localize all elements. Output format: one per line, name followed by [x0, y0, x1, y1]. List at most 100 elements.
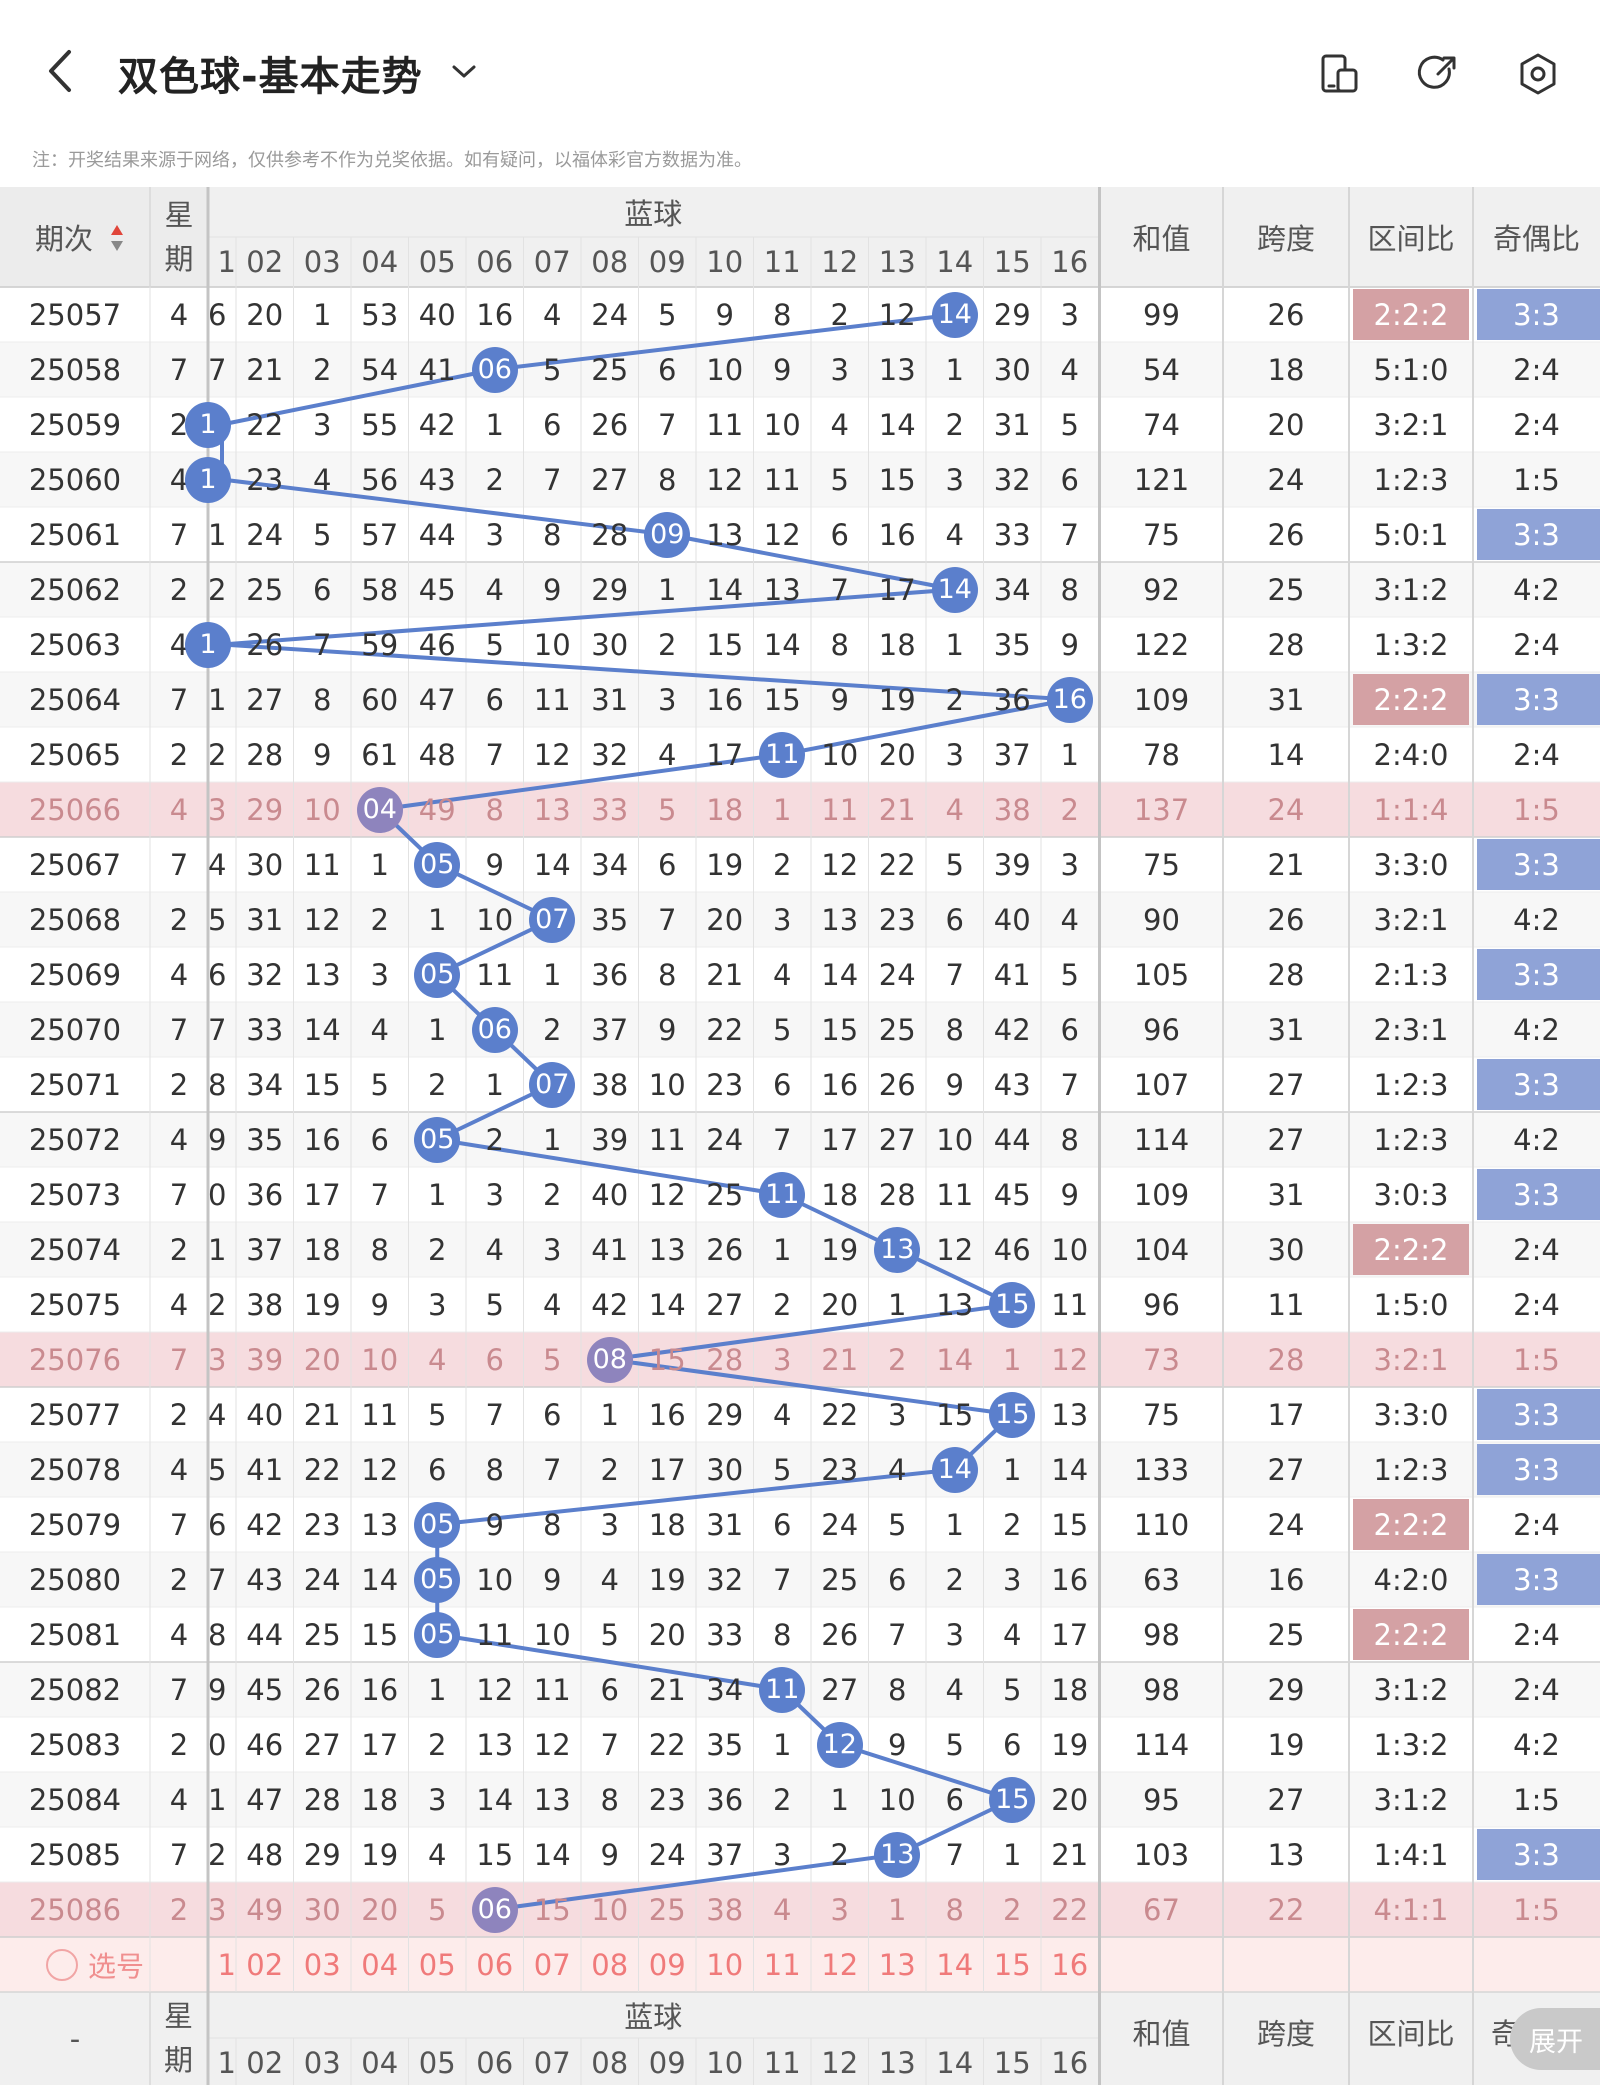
oddeven-cell: 1:5 — [1513, 1342, 1560, 1377]
blue-miss-cell: 47 — [418, 682, 456, 717]
blue-miss-cell: 5 — [773, 1452, 792, 1487]
blue-miss-cell: 5 — [830, 462, 849, 497]
select-number-option[interactable]: 06 — [476, 1947, 514, 1982]
period-cell: 25078 — [28, 1452, 122, 1487]
blue-miss-cell: 2 — [945, 407, 964, 442]
blue-miss-cell: 61 — [361, 737, 399, 772]
blue-miss-cell: 30 — [246, 847, 284, 882]
footer-ratio: 区间比 — [1367, 2017, 1455, 2051]
select-number-option[interactable]: 15 — [993, 1947, 1031, 1982]
blue-ball-hit: 05 — [414, 951, 461, 998]
select-number-option[interactable]: 13 — [878, 1947, 916, 1982]
blue-miss-cell: 4 — [543, 297, 562, 332]
ratio-cell: 3:3:0 — [1373, 847, 1449, 882]
device-mode-button[interactable] — [1314, 48, 1366, 100]
select-number-option[interactable]: 12 — [821, 1947, 859, 1982]
span-cell: 26 — [1267, 517, 1305, 552]
blue-miss-cell: 11 — [476, 957, 514, 992]
select-number-option[interactable]: 07 — [533, 1947, 571, 1982]
blue-miss-cell: 5 — [600, 1617, 619, 1652]
span-cell: 24 — [1267, 462, 1305, 497]
select-number-option[interactable]: 11 — [763, 1947, 801, 1982]
blue-miss-cell: 17 — [821, 1122, 859, 1157]
blue-miss-cell: 4 — [1060, 352, 1079, 387]
blue-miss-cell: 1 — [428, 1672, 447, 1707]
select-number-option[interactable]: 08 — [591, 1947, 629, 1982]
settings-button[interactable] — [1512, 48, 1564, 100]
blue-miss-cell: 22 — [246, 407, 284, 442]
blue-miss-cell: 32 — [706, 1562, 744, 1597]
blue-miss-cell: 14 — [533, 847, 571, 882]
blue-miss-cell: 3 — [485, 1177, 504, 1212]
column-header-ratio: 区间比 — [1367, 222, 1455, 256]
blue-miss-cell: 27 — [706, 1287, 744, 1322]
row-bg — [0, 1222, 1600, 1277]
sort-arrows-icon[interactable] — [111, 225, 123, 251]
select-number-button[interactable]: 选号 — [46, 1947, 144, 1983]
blue-miss-cell: 5 — [543, 1342, 562, 1377]
select-number-option[interactable]: 10 — [706, 1947, 744, 1982]
blue-miss-cell: 1 — [543, 957, 562, 992]
highlight-row-bg — [0, 782, 1600, 837]
select-number-option[interactable]: 05 — [418, 1947, 456, 1982]
select-number-option[interactable]: 04 — [361, 1947, 399, 1982]
blue-miss-cell: 3 — [485, 517, 504, 552]
blue-miss-cell: 14 — [936, 1342, 974, 1377]
period-cell: 25061 — [28, 517, 122, 552]
blue-miss-cell: 1 — [543, 1122, 562, 1157]
blue-miss-cell: 25 — [591, 352, 629, 387]
period-cell: 25067 — [28, 847, 122, 882]
span-cell: 13 — [1267, 1837, 1305, 1872]
blue-miss-cell: 11 — [706, 407, 744, 442]
blue-miss-cell: 9 — [313, 737, 332, 772]
select-number-option[interactable]: 16 — [1051, 1947, 1089, 1982]
blue-number-header: 11 — [763, 245, 801, 279]
blue-miss-cell: 13 — [648, 1232, 686, 1267]
blue-miss-cell: 5 — [658, 792, 677, 827]
blue-miss-cell: 3 — [428, 1782, 447, 1817]
disclaimer-notice: 注：开奖结果来源于网络，仅供参考不作为兑奖依据。如有疑问，以福体彩官方数据为准。 — [32, 150, 752, 171]
sum-cell: 75 — [1143, 847, 1180, 882]
period-cell: 25076 — [28, 1342, 122, 1377]
span-cell: 19 — [1267, 1727, 1305, 1762]
select-number-option[interactable]: 14 — [936, 1947, 974, 1982]
blue-ball-hit: 04 — [356, 786, 403, 833]
footer-blue-number: 1 — [217, 2046, 236, 2080]
blue-miss-cell: 4 — [658, 737, 677, 772]
blue-miss-cell: 7 — [1060, 1067, 1079, 1102]
blue-miss-cell: 16 — [1051, 1562, 1089, 1597]
ratio-cell: 2:2:2 — [1373, 1617, 1449, 1652]
blue-number-header: 10 — [706, 245, 744, 279]
blue-miss-cell: 8 — [658, 462, 677, 497]
blue-miss-cell: 13 — [821, 902, 859, 937]
blue-miss-cell: 6 — [543, 407, 562, 442]
back-button[interactable] — [28, 36, 92, 106]
share-button[interactable] — [1412, 48, 1464, 100]
blue-miss-cell: 40 — [993, 902, 1031, 937]
blue-miss-cell: 5 — [208, 902, 227, 937]
select-number-option[interactable]: 1 — [217, 1947, 236, 1982]
blue-miss-cell: 12 — [533, 1727, 571, 1762]
oddeven-cell: 3:3 — [1513, 957, 1560, 992]
select-number-option[interactable]: 03 — [303, 1947, 341, 1982]
blue-miss-cell: 1 — [428, 1177, 447, 1212]
blue-miss-cell: 20 — [303, 1342, 341, 1377]
blue-miss-cell: 12 — [476, 1672, 514, 1707]
span-cell: 24 — [1267, 792, 1305, 827]
column-header-span: 跨度 — [1256, 222, 1315, 256]
expand-button[interactable]: 展开 — [1510, 2008, 1600, 2070]
footer-blue-number: 06 — [476, 2046, 514, 2080]
title-dropdown-button[interactable] — [444, 52, 484, 92]
blue-miss-cell: 14 — [706, 572, 744, 607]
period-cell: 25082 — [28, 1672, 122, 1707]
row-bg — [0, 1002, 1600, 1057]
sum-cell: 92 — [1143, 572, 1180, 607]
select-number-option[interactable]: 02 — [246, 1947, 284, 1982]
select-number-option[interactable]: 09 — [648, 1947, 686, 1982]
page-title[interactable]: 双色球-基本走势 — [118, 54, 423, 100]
week-cell: 7 — [169, 1507, 189, 1542]
blue-miss-cell: 18 — [821, 1177, 859, 1212]
column-header-period: 期次 — [34, 222, 93, 256]
blue-miss-cell: 53 — [361, 297, 399, 332]
blue-miss-cell: 4 — [1003, 1617, 1022, 1652]
